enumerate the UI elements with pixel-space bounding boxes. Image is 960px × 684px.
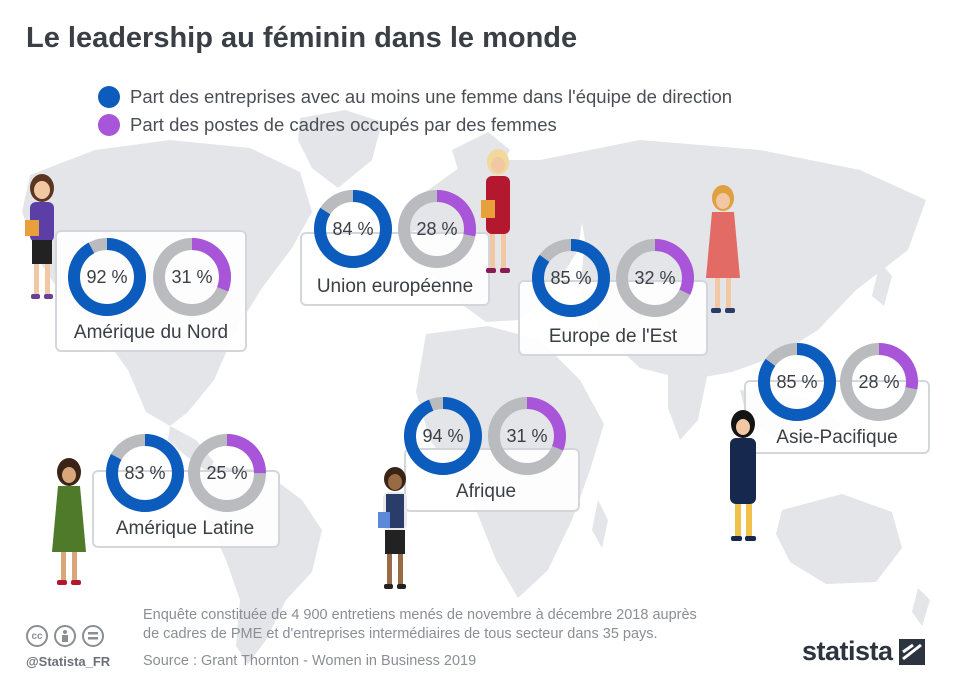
license-icons: cc	[26, 625, 104, 647]
donut-executives-european-union-value: 28 %	[416, 219, 458, 239]
legend-label-purple: Part des postes de cadres occupés par de…	[130, 114, 557, 135]
woman-illustration-eastern-europe	[706, 185, 740, 313]
donut-leadership-north-america-arc	[68, 238, 146, 316]
donut-executives-eastern-europe-arc	[616, 239, 694, 317]
cc-icon[interactable]: cc	[26, 625, 48, 647]
footer-source: Source : Grant Thornton - Women in Busin…	[143, 653, 477, 669]
donut-executives-north-america-arc	[153, 238, 231, 316]
region-card-eastern-europe	[518, 280, 708, 356]
donut-leadership-european-union-arc	[314, 190, 392, 268]
donut-leadership-asia-pacific: 85 %	[756, 341, 838, 423]
region-label-north-america: Amérique du Nord	[73, 322, 229, 343]
region-label-asia-pacific: Asie-Pacifique	[776, 427, 898, 448]
donut-leadership-eastern-europe-ring	[532, 239, 610, 317]
donut-executives-asia-pacific-ring	[840, 343, 918, 421]
legend-item-purple: Part des postes de cadres occupés par de…	[98, 111, 732, 139]
by-icon[interactable]	[54, 625, 76, 647]
donut-executives-european-union: 28 %	[396, 188, 478, 270]
donut-executives-north-america: 31 %	[151, 236, 233, 318]
donut-leadership-eastern-europe-arc	[532, 239, 610, 317]
donut-executives-eastern-europe: 32 %	[614, 237, 696, 319]
donut-leadership-latin-america-arc	[106, 434, 184, 512]
donut-executives-eastern-europe-ring	[616, 239, 694, 317]
legend-item-blue: Part des entreprises avec au moins une f…	[98, 83, 732, 111]
donut-executives-africa-value: 31 %	[506, 426, 548, 446]
donut-executives-eastern-europe-value: 32 %	[634, 268, 676, 288]
region-card-asia-pacific	[744, 380, 930, 454]
donut-executives-asia-pacific-arc	[840, 343, 918, 421]
region-label-latin-america: Amérique Latine	[115, 518, 255, 539]
map-india	[668, 372, 708, 440]
statista-logo-text: statista	[802, 636, 893, 666]
map-greenland	[298, 110, 382, 188]
woman-illustration-asia-pacific	[730, 410, 756, 541]
donut-leadership-africa-ring	[404, 397, 482, 475]
donut-executives-asia-pacific: 28 %	[838, 341, 920, 423]
donut-executives-latin-america: 25 %	[186, 432, 268, 514]
legend-swatch-purple	[98, 114, 120, 136]
donut-executives-latin-america-value: 25 %	[206, 463, 248, 483]
region-label-eastern-europe: Europe de l'Est	[548, 326, 678, 347]
region-label-africa: Afrique	[455, 481, 517, 502]
donut-executives-africa-arc	[488, 397, 566, 475]
woman-illustration-european-union	[481, 149, 510, 273]
donut-leadership-latin-america-value: 83 %	[124, 463, 166, 483]
donut-leadership-north-america-value: 92 %	[86, 267, 128, 287]
donut-leadership-european-union: 84 %	[312, 188, 394, 270]
donut-leadership-asia-pacific-ring	[758, 343, 836, 421]
woman-illustration-latin-america	[52, 458, 86, 585]
map-scandinavia	[452, 132, 510, 196]
map-new-zealand	[912, 588, 930, 626]
donut-executives-european-union-ring	[398, 190, 476, 268]
donut-leadership-africa-arc	[404, 397, 482, 475]
map-japan	[872, 262, 892, 306]
statista-logo-icon	[898, 638, 925, 665]
donut-leadership-latin-america: 83 %	[104, 432, 186, 514]
donut-leadership-eastern-europe-value: 85 %	[550, 268, 592, 288]
donut-leadership-asia-pacific-arc	[758, 343, 836, 421]
legend: Part des entreprises avec au moins une f…	[98, 83, 732, 139]
donut-leadership-eastern-europe: 85 %	[530, 237, 612, 319]
footer-note-line2: de cadres de PME et d'entreprises interm…	[143, 626, 658, 642]
donut-leadership-north-america-ring	[68, 238, 146, 316]
region-card-latin-america	[92, 470, 280, 548]
woman-illustration-north-america	[25, 174, 54, 299]
donut-executives-latin-america-arc	[188, 434, 266, 512]
donut-executives-asia-pacific-value: 28 %	[858, 372, 900, 392]
legend-label-blue: Part des entreprises avec au moins une f…	[130, 86, 733, 107]
donut-leadership-european-union-value: 84 %	[332, 219, 374, 239]
social-handle[interactable]: @Statista_FR	[26, 654, 111, 669]
donut-leadership-africa: 94 %	[402, 395, 484, 477]
statista-logo[interactable]: statista	[802, 636, 925, 667]
nd-icon[interactable]	[82, 625, 104, 647]
donut-executives-africa-ring	[488, 397, 566, 475]
legend-swatch-blue	[98, 86, 120, 108]
donut-executives-africa: 31 %	[486, 395, 568, 477]
map-madagascar	[592, 500, 608, 548]
donut-leadership-latin-america-ring	[106, 434, 184, 512]
footer-note-line1: Enquête constituée de 4 900 entretiens m…	[143, 607, 697, 623]
donut-executives-latin-america-ring	[188, 434, 266, 512]
woman-illustration-africa	[378, 467, 407, 589]
donut-leadership-european-union-ring	[314, 190, 392, 268]
donut-executives-north-america-value: 31 %	[171, 267, 213, 287]
region-label-european-union: Union européenne	[316, 276, 474, 297]
donut-leadership-africa-value: 94 %	[422, 426, 464, 446]
donut-leadership-north-america: 92 %	[66, 236, 148, 318]
page-title: Le leadership au féminin dans le monde	[26, 22, 578, 54]
donut-executives-european-union-arc	[398, 190, 476, 268]
donut-executives-north-america-ring	[153, 238, 231, 316]
map-australia	[776, 494, 902, 584]
donut-leadership-asia-pacific-value: 85 %	[776, 372, 818, 392]
